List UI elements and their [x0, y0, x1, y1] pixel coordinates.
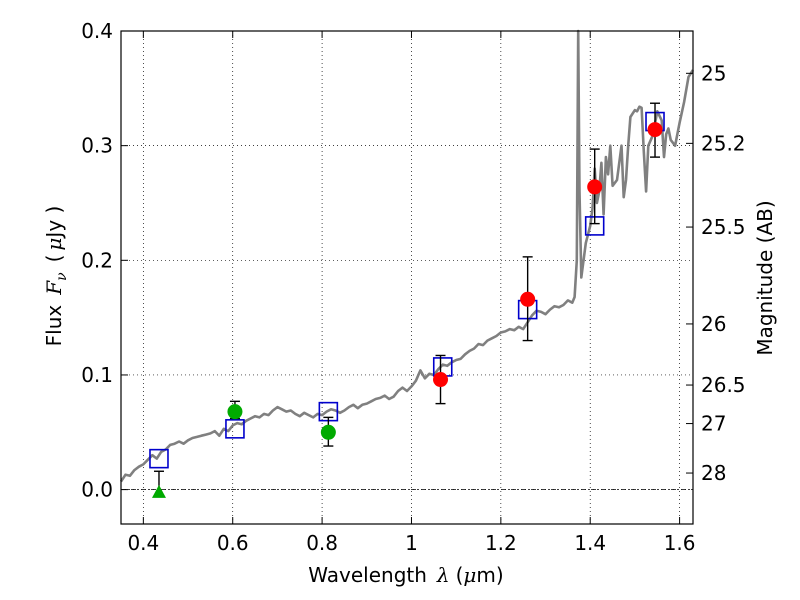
magnitude-tick-label: 28 — [701, 461, 726, 485]
x-axis-label: Wavelength λ (μm) — [308, 563, 503, 587]
model-box — [225, 419, 245, 439]
y-axis-ticks: 0.0 0.1 0.2 0.3 0.4 — [81, 19, 128, 502]
upper-limit-triangle — [151, 484, 166, 498]
magnitude-tick-label: 25 — [701, 61, 726, 85]
magnitude-tick-label: 26 — [701, 312, 726, 336]
magnitude-tick-label: 26.5 — [701, 373, 746, 397]
model-photometry-boxes — [149, 111, 665, 469]
x-tick-label: 1 — [405, 531, 418, 555]
right-axis-label: Magnitude (AB) — [753, 200, 777, 355]
magnitude-tick-label: 25.5 — [701, 215, 746, 239]
grid-lines — [121, 30, 693, 524]
observed-points — [151, 122, 663, 498]
data-point — [520, 291, 536, 307]
model-box — [149, 448, 169, 469]
x-tick-label: 0.6 — [217, 531, 249, 555]
y-tick-label: 0.1 — [81, 363, 113, 387]
y-tick-label: 0.0 — [81, 478, 113, 502]
x-tick-label: 0.4 — [127, 531, 159, 555]
plot-frame — [120, 30, 694, 525]
y-tick-label: 0.4 — [81, 19, 113, 43]
y-axis-label: FluxFν(μJy ) — [42, 206, 70, 347]
data-point — [647, 122, 663, 138]
y-tick-label: 0.3 — [81, 134, 113, 158]
error-bars — [153, 102, 661, 492]
x-axis-ticks: 0.4 0.6 0.8 1 1.2 1.4 1.6 — [127, 31, 696, 555]
x-tick-label: 1.6 — [664, 531, 696, 555]
data-point — [433, 372, 449, 388]
x-tick-label: 0.8 — [306, 531, 338, 555]
x-tick-label: 1.2 — [485, 531, 517, 555]
data-point — [227, 404, 243, 420]
magnitude-axis-ticks: 28 27 26.5 26 25.5 25.2 25 — [686, 61, 746, 485]
x-tick-label: 1.4 — [574, 531, 606, 555]
data-point — [320, 424, 336, 440]
y-tick-label: 0.2 — [81, 248, 113, 272]
data-point — [587, 179, 603, 195]
magnitude-tick-label: 27 — [701, 412, 726, 436]
sed-model-curve — [119, 29, 695, 483]
magnitude-tick-label: 25.2 — [701, 131, 746, 155]
